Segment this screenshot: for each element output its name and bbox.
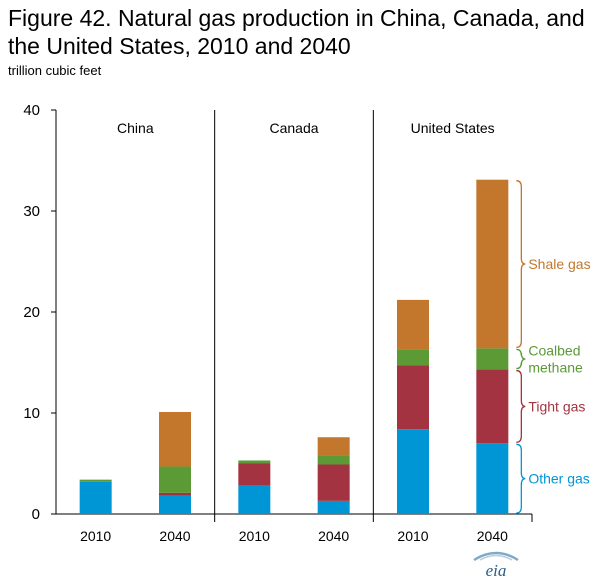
bar-segment-other-gas xyxy=(159,495,191,514)
bar-segment-coalbed-methane xyxy=(159,466,191,493)
svg-text:eia: eia xyxy=(486,561,507,580)
legend-label: Coalbed xyxy=(528,342,580,358)
bar-segment-tight-gas xyxy=(476,369,509,444)
legend-label: methane xyxy=(528,359,583,375)
bar-segment-coalbed-methane xyxy=(238,460,271,464)
bar-segment-other-gas xyxy=(79,481,112,514)
legend-label: Tight gas xyxy=(528,398,585,414)
legend-brace xyxy=(516,348,526,370)
chart-title: Figure 42. Natural gas production in Chi… xyxy=(8,5,585,59)
bar-segment-coalbed-methane xyxy=(476,348,509,370)
bar-segment-tight-gas xyxy=(317,464,350,501)
group-label: United States xyxy=(411,120,495,136)
x-tick-label: 2040 xyxy=(477,528,508,544)
y-axis-units: trillion cubic feet xyxy=(8,63,102,78)
bar-segment-shale-gas xyxy=(397,299,429,350)
group-label: Canada xyxy=(269,120,318,136)
bar-segment-shale-gas xyxy=(317,437,350,456)
x-tick-label: 2040 xyxy=(159,528,190,544)
bar-segment-other-gas xyxy=(317,500,350,514)
legend-label: Shale gas xyxy=(528,256,590,272)
bar-segment-other-gas xyxy=(397,429,429,514)
bar-segment-other-gas xyxy=(238,485,271,514)
legend-brace xyxy=(516,369,526,443)
bar-segment-coalbed-methane xyxy=(317,455,350,465)
bar-segment-tight-gas xyxy=(238,463,271,486)
x-tick-label: 2040 xyxy=(318,528,349,544)
y-tick-label: 40 xyxy=(23,102,40,119)
bar-segment-shale-gas xyxy=(159,411,191,467)
y-tick-label: 20 xyxy=(23,304,40,321)
bar-segment-coalbed-methane xyxy=(397,349,429,366)
x-tick-label: 2010 xyxy=(80,528,111,544)
y-tick-label: 0 xyxy=(32,506,40,523)
y-tick-label: 30 xyxy=(23,203,40,220)
legend-brace xyxy=(516,443,526,514)
bar-segment-tight-gas xyxy=(159,492,191,496)
legend-label: Other gas xyxy=(528,471,589,487)
x-tick-label: 2010 xyxy=(239,528,270,544)
eia-logo: eia xyxy=(473,551,519,580)
x-tick-label: 2010 xyxy=(397,528,428,544)
bar-segment-shale-gas xyxy=(476,179,509,349)
bar-segment-tight-gas xyxy=(397,365,429,430)
bar-segment-coalbed-methane xyxy=(79,479,112,482)
group-label: China xyxy=(117,120,154,136)
bar-segment-other-gas xyxy=(476,443,509,514)
y-tick-label: 10 xyxy=(23,405,40,422)
legend-brace xyxy=(516,180,526,349)
